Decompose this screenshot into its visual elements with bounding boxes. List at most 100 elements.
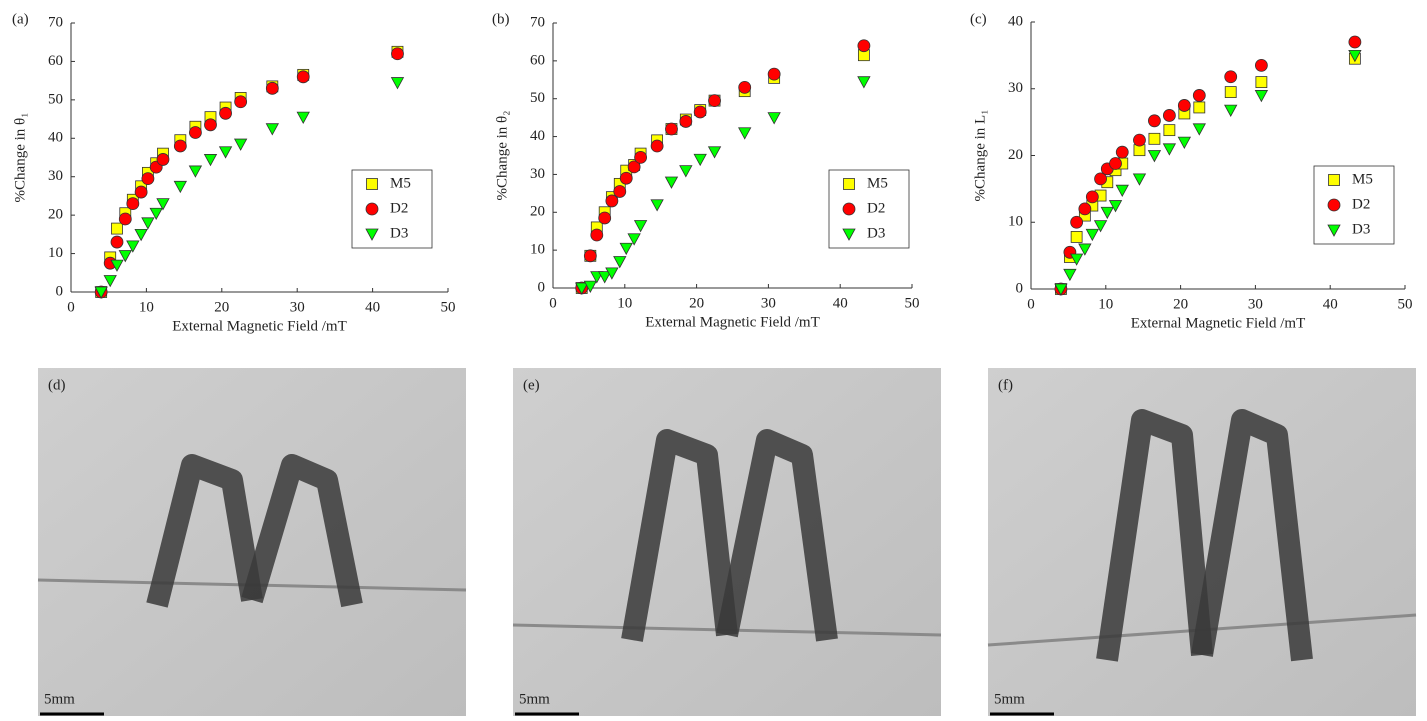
marker-circle bbox=[606, 195, 618, 207]
marker-square bbox=[1194, 102, 1205, 113]
marker-circle bbox=[680, 115, 692, 127]
marker-triangle bbox=[220, 147, 232, 158]
marker-circle bbox=[127, 198, 139, 210]
marker-square bbox=[1329, 175, 1340, 186]
marker-triangle bbox=[709, 147, 721, 158]
y-tick-label: 70 bbox=[530, 14, 545, 30]
marker-triangle bbox=[614, 257, 626, 268]
marker-square bbox=[1164, 125, 1175, 136]
marker-circle bbox=[1178, 99, 1190, 111]
marker-triangle bbox=[680, 166, 692, 177]
marker-circle bbox=[1225, 71, 1237, 83]
marker-circle bbox=[1255, 59, 1267, 71]
y-tick-label: 40 bbox=[530, 128, 545, 144]
marker-triangle bbox=[1148, 151, 1160, 162]
x-tick-label: 10 bbox=[617, 295, 632, 311]
marker-circle bbox=[366, 203, 378, 215]
x-tick-label: 20 bbox=[1173, 296, 1188, 312]
marker-triangle bbox=[142, 218, 154, 229]
marker-triangle bbox=[1163, 144, 1175, 155]
marker-triangle bbox=[391, 78, 403, 89]
marker-circle bbox=[843, 203, 855, 215]
x-tick-label: 30 bbox=[761, 295, 776, 311]
marker-square bbox=[367, 179, 378, 190]
y-tick-label: 50 bbox=[48, 91, 63, 107]
photo-label: (e) bbox=[523, 377, 540, 393]
marker-circle bbox=[142, 173, 154, 185]
marker-triangle bbox=[135, 229, 147, 240]
x-tick-label: 10 bbox=[139, 299, 154, 315]
marker-circle bbox=[620, 172, 632, 184]
y-tick-label: 10 bbox=[530, 242, 545, 258]
panel-label: (c) bbox=[970, 11, 987, 27]
marker-triangle bbox=[620, 243, 632, 254]
marker-circle bbox=[204, 119, 216, 131]
y-axis-label: %Change in θ₂ bbox=[494, 111, 510, 201]
x-tick-label: 0 bbox=[549, 295, 557, 311]
marker-triangle bbox=[266, 124, 278, 135]
y-tick-label: 30 bbox=[48, 168, 63, 184]
legend-label: D3 bbox=[867, 225, 885, 241]
x-tick-label: 50 bbox=[1398, 296, 1413, 312]
y-tick-label: 50 bbox=[530, 90, 545, 106]
marker-triangle bbox=[1255, 90, 1267, 101]
marker-triangle bbox=[858, 77, 870, 88]
marker-circle bbox=[858, 40, 870, 52]
x-tick-label: 30 bbox=[1248, 296, 1263, 312]
scale-label: 5mm bbox=[994, 691, 1025, 707]
marker-circle bbox=[1349, 36, 1361, 48]
x-tick-label: 0 bbox=[1027, 296, 1035, 312]
legend-label: M5 bbox=[867, 175, 888, 191]
y-tick-label: 30 bbox=[530, 166, 545, 182]
figure: (a)01020304050010203040506070External Ma… bbox=[0, 0, 1427, 716]
marker-square bbox=[1256, 77, 1267, 88]
marker-circle bbox=[599, 212, 611, 224]
marker-square bbox=[1071, 231, 1082, 242]
marker-triangle bbox=[1193, 124, 1205, 135]
marker-triangle bbox=[297, 112, 309, 123]
x-tick-label: 30 bbox=[290, 299, 305, 315]
y-tick-label: 30 bbox=[1008, 80, 1023, 96]
y-tick-label: 20 bbox=[1008, 147, 1023, 163]
x-tick-label: 40 bbox=[833, 295, 848, 311]
marker-triangle bbox=[635, 221, 647, 232]
marker-triangle bbox=[1133, 174, 1145, 185]
legend-label: D2 bbox=[390, 200, 408, 216]
marker-circle bbox=[1148, 115, 1160, 127]
x-tick-label: 10 bbox=[1098, 296, 1113, 312]
marker-circle bbox=[174, 140, 186, 152]
marker-circle bbox=[768, 68, 780, 80]
marker-circle bbox=[391, 48, 403, 60]
marker-circle bbox=[1086, 191, 1098, 203]
marker-circle bbox=[1328, 199, 1340, 211]
panel-label: (a) bbox=[12, 11, 29, 27]
y-tick-label: 40 bbox=[1008, 13, 1023, 29]
panel-label: (b) bbox=[492, 11, 510, 27]
marker-circle bbox=[665, 123, 677, 135]
marker-circle bbox=[709, 95, 721, 107]
marker-triangle bbox=[651, 200, 663, 211]
marker-triangle bbox=[104, 275, 116, 286]
marker-circle bbox=[1133, 134, 1145, 146]
marker-square bbox=[844, 179, 855, 190]
marker-square bbox=[111, 223, 122, 234]
photo-label: (d) bbox=[48, 377, 66, 393]
x-tick-label: 50 bbox=[905, 295, 920, 311]
y-tick-label: 10 bbox=[48, 245, 63, 261]
marker-circle bbox=[297, 71, 309, 83]
marker-triangle bbox=[1116, 185, 1128, 196]
marker-circle bbox=[119, 213, 131, 225]
marker-triangle bbox=[665, 177, 677, 188]
marker-circle bbox=[694, 106, 706, 118]
marker-circle bbox=[614, 185, 626, 197]
marker-triangle bbox=[739, 128, 751, 139]
scale-label: 5mm bbox=[44, 691, 75, 707]
marker-triangle bbox=[1079, 244, 1091, 255]
y-tick-label: 0 bbox=[1016, 280, 1024, 296]
x-axis-label: External Magnetic Field /mT bbox=[172, 318, 347, 334]
marker-circle bbox=[1116, 146, 1128, 158]
marker-circle bbox=[1163, 109, 1175, 121]
x-tick-label: 50 bbox=[441, 299, 456, 315]
marker-square bbox=[1225, 87, 1236, 98]
marker-circle bbox=[266, 82, 278, 94]
